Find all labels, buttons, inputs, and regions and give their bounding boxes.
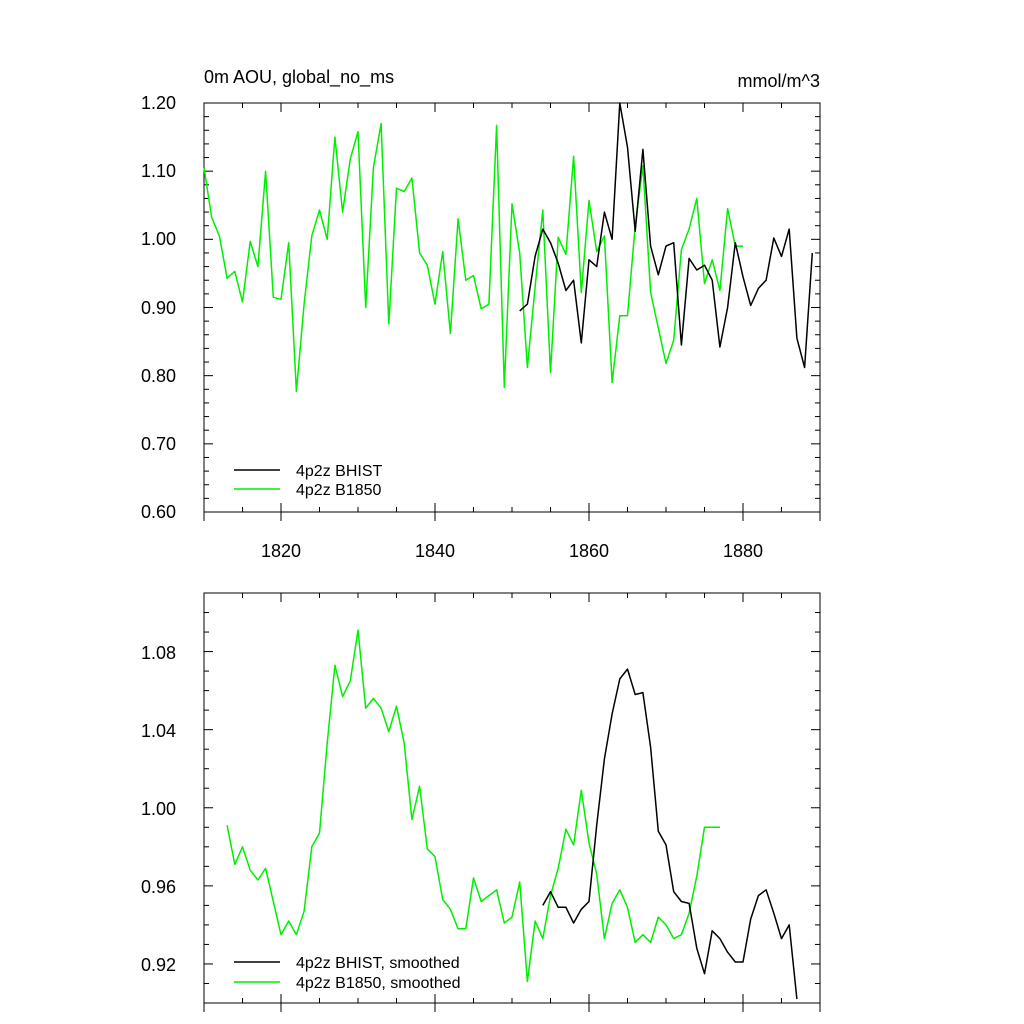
bhist-series-line: [542, 668, 798, 1000]
y-tick-label: 0.92: [141, 955, 176, 975]
chart-title: 0m AOU, global_no_ms: [204, 67, 394, 88]
legend-label: 4p2z BHIST: [296, 463, 382, 480]
y-tick-label: 1.20: [141, 93, 176, 113]
axis-ticks: [203, 592, 821, 1012]
y-tick-label: 0.60: [141, 502, 176, 522]
legend-label: 4p2z B1850, smoothed: [296, 975, 461, 992]
b1850-series-line: [203, 122, 743, 393]
y-axis-labels: 0.92 0.96 1.00 1.04 1.08: [141, 643, 176, 975]
y-tick-label: 1.00: [141, 799, 176, 819]
y-tick-label: 0.90: [141, 298, 176, 318]
bottom-panel: 0.92 0.96 1.00 1.04 1.08 4p2z BHIST, smo…: [141, 592, 821, 1012]
y-tick-label: 0.70: [141, 434, 176, 454]
y-tick-label: 1.08: [141, 643, 176, 663]
y-tick-label: 1.00: [141, 229, 176, 249]
x-tick-label: 1840: [415, 541, 455, 561]
y-axis-labels: 0.60 0.70 0.80 0.90 1.00 1.10 1.20: [141, 93, 176, 522]
series-lines: [203, 102, 814, 393]
b1850-series-line: [226, 629, 720, 983]
y-tick-label: 1.04: [141, 721, 176, 741]
y-tick-label: 1.10: [141, 161, 176, 181]
legend-label: 4p2z BHIST, smoothed: [296, 955, 460, 972]
x-tick-label: 1860: [569, 541, 609, 561]
x-tick-label: 1820: [261, 541, 301, 561]
units-label: mmol/m^3: [738, 71, 820, 91]
legend: 4p2z BHIST, smoothed 4p2z B1850, smoothe…: [234, 955, 461, 992]
x-tick-label: 1880: [723, 541, 763, 561]
y-tick-label: 0.96: [141, 877, 176, 897]
bhist-series-line: [519, 102, 814, 369]
legend-label: 4p2z B1850: [296, 482, 382, 499]
top-panel: 0m AOU, global_no_ms mmol/m^3 0.60 0.70 …: [141, 67, 821, 561]
series-lines: [226, 629, 798, 1000]
legend: 4p2z BHIST 4p2z B1850: [234, 463, 382, 499]
x-axis-labels: 1820 1840 1860 1880: [261, 541, 763, 561]
plot-frame: [203, 592, 821, 1004]
y-tick-label: 0.80: [141, 366, 176, 386]
axis-ticks: [203, 102, 821, 521]
